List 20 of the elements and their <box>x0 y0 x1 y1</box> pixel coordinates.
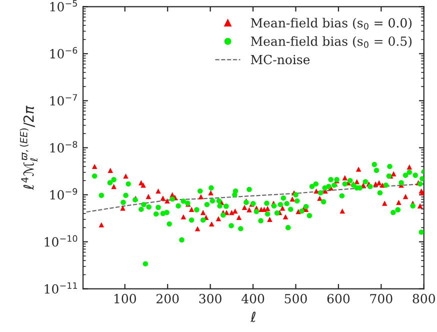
y-tick-label: 10$^{−6}$ <box>50 47 78 59</box>
x-tick-label: 200 <box>156 294 179 304</box>
y-tick-label: 10$^{−5}$ <box>50 0 77 12</box>
x-tick-label: 800 <box>412 294 435 304</box>
y-tick-label: 10$^{−11}$ <box>44 282 77 294</box>
legend-label: Mean-field bias (s$_{0}$ = 0.5) <box>250 36 412 48</box>
y-tick-label: 10$^{−7}$ <box>50 94 77 106</box>
x-tick-label: 400 <box>241 294 264 304</box>
x-axis-title: ℓ <box>250 312 256 322</box>
x-tick-label: 100 <box>114 294 136 304</box>
y-tick-label: 10$^{−9}$ <box>50 188 78 200</box>
x-tick-label: 700 <box>370 294 392 304</box>
x-tick-label: 500 <box>284 294 307 304</box>
y-tick-label: 10$^{−10}$ <box>44 235 78 247</box>
x-tick-label: 600 <box>327 294 350 304</box>
x-tick-label: 300 <box>199 294 222 304</box>
legend-label: Mean-field bias (s$_{0}$ = 0.0) <box>250 18 412 30</box>
legend-label: MC-noise <box>250 54 310 64</box>
text: ℓ$^{4}$ℳ$^{ϖ,(EE)}$$_{ℓ}$/2π <box>20 106 38 190</box>
y-tick-label: 10$^{−8}$ <box>50 141 78 153</box>
